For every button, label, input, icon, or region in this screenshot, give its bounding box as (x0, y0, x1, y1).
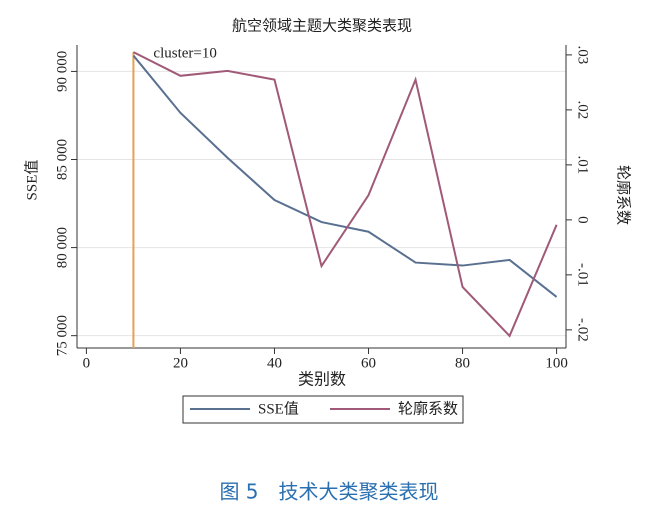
y-tick-label: 90 000 (54, 51, 70, 92)
annotation: cluster=10 (153, 45, 216, 61)
x-tick-label: 20 (173, 355, 188, 371)
y2-tick-label: .03 (575, 46, 591, 65)
y-axis-title: SSE值 (23, 160, 40, 201)
x-tick-label: 0 (83, 355, 91, 371)
y2-tick-label: -.02 (575, 318, 591, 342)
legend-label: SSE值 (258, 400, 299, 417)
x-tick-label: 100 (545, 355, 568, 371)
x-tick-label: 60 (361, 355, 376, 371)
series-line (132, 51, 558, 338)
y-tick-label: 80 000 (54, 227, 70, 268)
x-tick-label: 80 (455, 355, 470, 371)
x-tick-label: 40 (267, 355, 282, 371)
x-axis-title: 类别数 (298, 371, 346, 389)
y-tick-label: 75 000 (54, 315, 70, 356)
y2-tick-label: .02 (575, 101, 591, 120)
y2-axis-title: 轮廓系数 (615, 165, 632, 225)
y2-tick-label: -.01 (575, 263, 591, 287)
chart-title: 航空领域主题大类聚类表现 (232, 17, 412, 34)
legend-box (182, 395, 464, 424)
legend-label: 轮廓系数 (398, 400, 458, 417)
y-tick-label: 85 000 (54, 139, 70, 180)
caption: 图 5 技术大类聚类表现 (219, 480, 438, 504)
y2-tick-label: .01 (575, 156, 591, 175)
series-line (132, 54, 558, 298)
y2-tick-label: 0 (575, 216, 591, 224)
